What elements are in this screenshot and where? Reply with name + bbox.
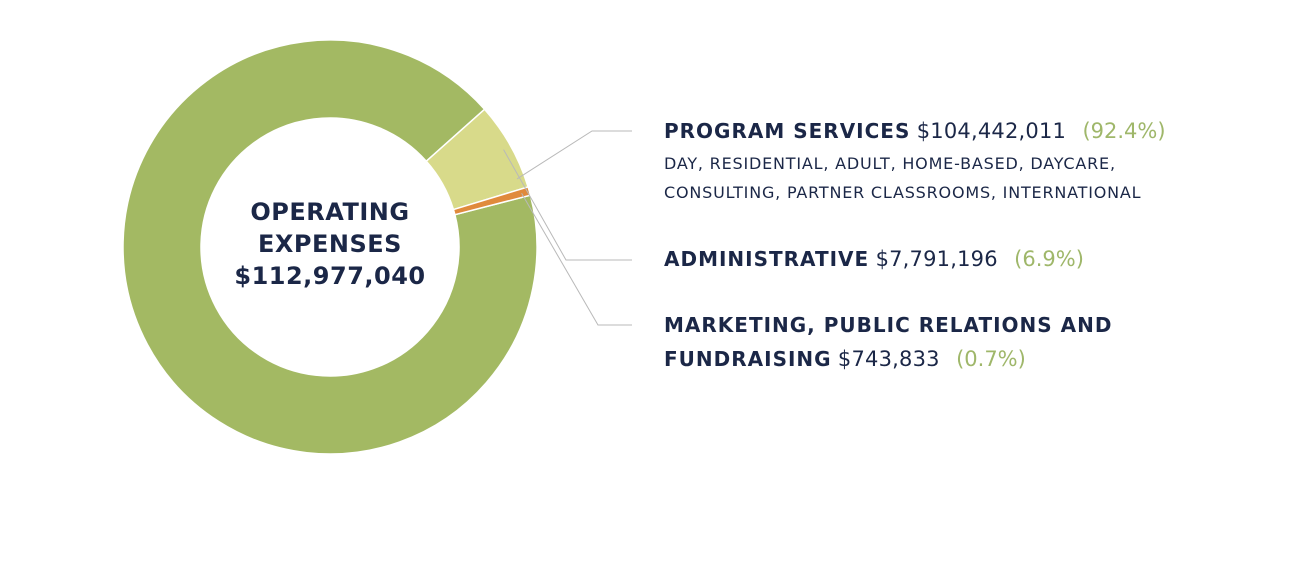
center-label-line-1: OPERATING: [250, 198, 410, 226]
leader-marketing: [521, 192, 632, 326]
legend-label-line-1: MARKETING, PUBLIC RELATIONS AND: [664, 313, 1113, 337]
center-total-value: $112,977,040: [234, 262, 426, 290]
legend-label: ADMINISTRATIVE: [664, 247, 870, 271]
center-label-line-2: EXPENSES: [258, 230, 402, 258]
legend-percent: (6.9%): [1014, 247, 1084, 271]
donut-center-label: OPERATING EXPENSES $112,977,040: [205, 196, 455, 292]
leader-program-services: [516, 130, 632, 180]
legend-value: $104,442,011: [916, 119, 1067, 143]
legend-label: PROGRAM SERVICES: [664, 119, 911, 143]
leader-administrative: [503, 149, 632, 261]
slice-program-services: [122, 39, 538, 455]
legend-program-services: PROGRAM SERVICES $104,442,011 (92.4%) DA…: [664, 114, 1166, 208]
legend-administrative: ADMINISTRATIVE $7,791,196 (6.9%): [664, 242, 1084, 276]
donut-slices: [122, 39, 538, 455]
legend-percent: (92.4%): [1082, 119, 1166, 143]
legend-detail-line-2: CONSULTING, PARTNER CLASSROOMS, INTERNAT…: [664, 183, 1142, 202]
leader-lines: [503, 130, 632, 326]
legend-value: $743,833: [837, 347, 940, 371]
legend-percent: (0.7%): [956, 347, 1026, 371]
slice-marketing: [452, 185, 532, 216]
legend-detail-line-1: DAY, RESIDENTIAL, ADULT, HOME-BASED, DAY…: [664, 154, 1116, 173]
legend-label-line-2: FUNDRAISING: [664, 347, 832, 371]
legend-value: $7,791,196: [875, 247, 998, 271]
legend-marketing-fundraising: MARKETING, PUBLIC RELATIONS AND FUNDRAIS…: [664, 308, 1112, 376]
